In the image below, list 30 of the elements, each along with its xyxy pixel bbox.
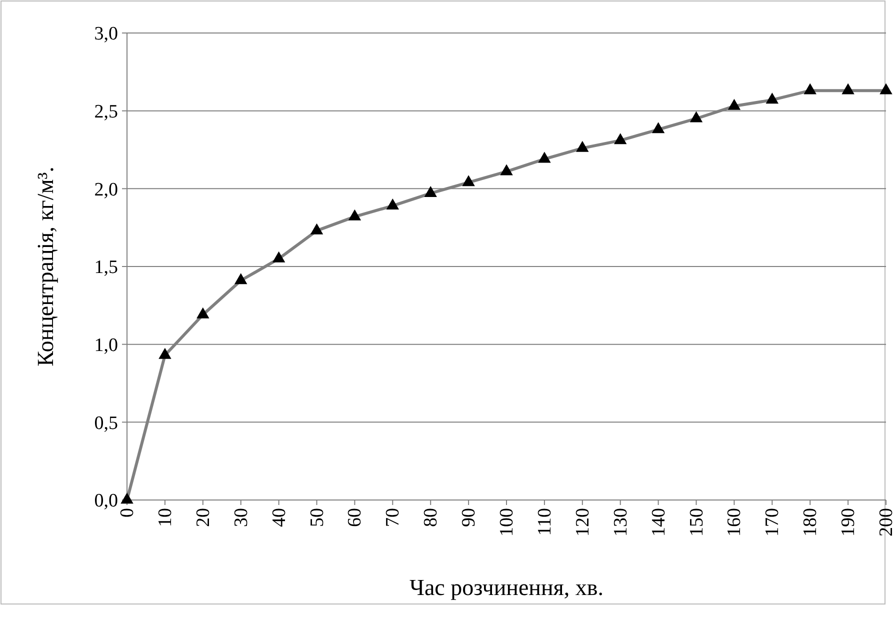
x-tick-label: 10 xyxy=(154,508,176,527)
y-tick-label: 2,0 xyxy=(94,179,118,200)
x-tick-label: 160 xyxy=(724,508,746,536)
x-tick-label: 130 xyxy=(610,508,632,536)
x-tick-label: 20 xyxy=(192,508,214,527)
x-tick-label: 140 xyxy=(648,508,670,536)
y-tick-label: 1,5 xyxy=(94,257,118,278)
x-axis-title: Час розчинення, хв. xyxy=(410,575,604,600)
x-tick-label: 200 xyxy=(876,508,895,536)
x-tick-label: 180 xyxy=(800,508,822,536)
y-axis-title: Концентрація, кг/м³. xyxy=(33,166,58,366)
x-tick-label: 0 xyxy=(117,508,138,518)
y-tick-label: 0,0 xyxy=(94,490,118,512)
x-tick-label: 110 xyxy=(534,508,556,536)
x-tick-label: 170 xyxy=(762,508,784,536)
x-tick-label: 90 xyxy=(458,508,480,527)
x-tick-label: 70 xyxy=(382,508,404,527)
x-tick-label: 40 xyxy=(268,508,290,527)
x-tick-label: 80 xyxy=(420,508,442,527)
x-tick-label: 50 xyxy=(306,508,328,527)
y-tick-label: 3,0 xyxy=(94,24,118,45)
x-tick-label: 30 xyxy=(230,508,252,527)
x-tick-label: 190 xyxy=(838,508,860,536)
x-tick-label: 150 xyxy=(686,508,708,536)
x-tick-label: 120 xyxy=(572,508,594,536)
y-tick-label: 1,0 xyxy=(94,334,118,356)
x-tick-label: 60 xyxy=(344,508,366,527)
x-tick-label: 100 xyxy=(496,508,518,536)
y-tick-label: 0,5 xyxy=(94,412,118,434)
y-tick-label: 2,5 xyxy=(94,101,118,122)
